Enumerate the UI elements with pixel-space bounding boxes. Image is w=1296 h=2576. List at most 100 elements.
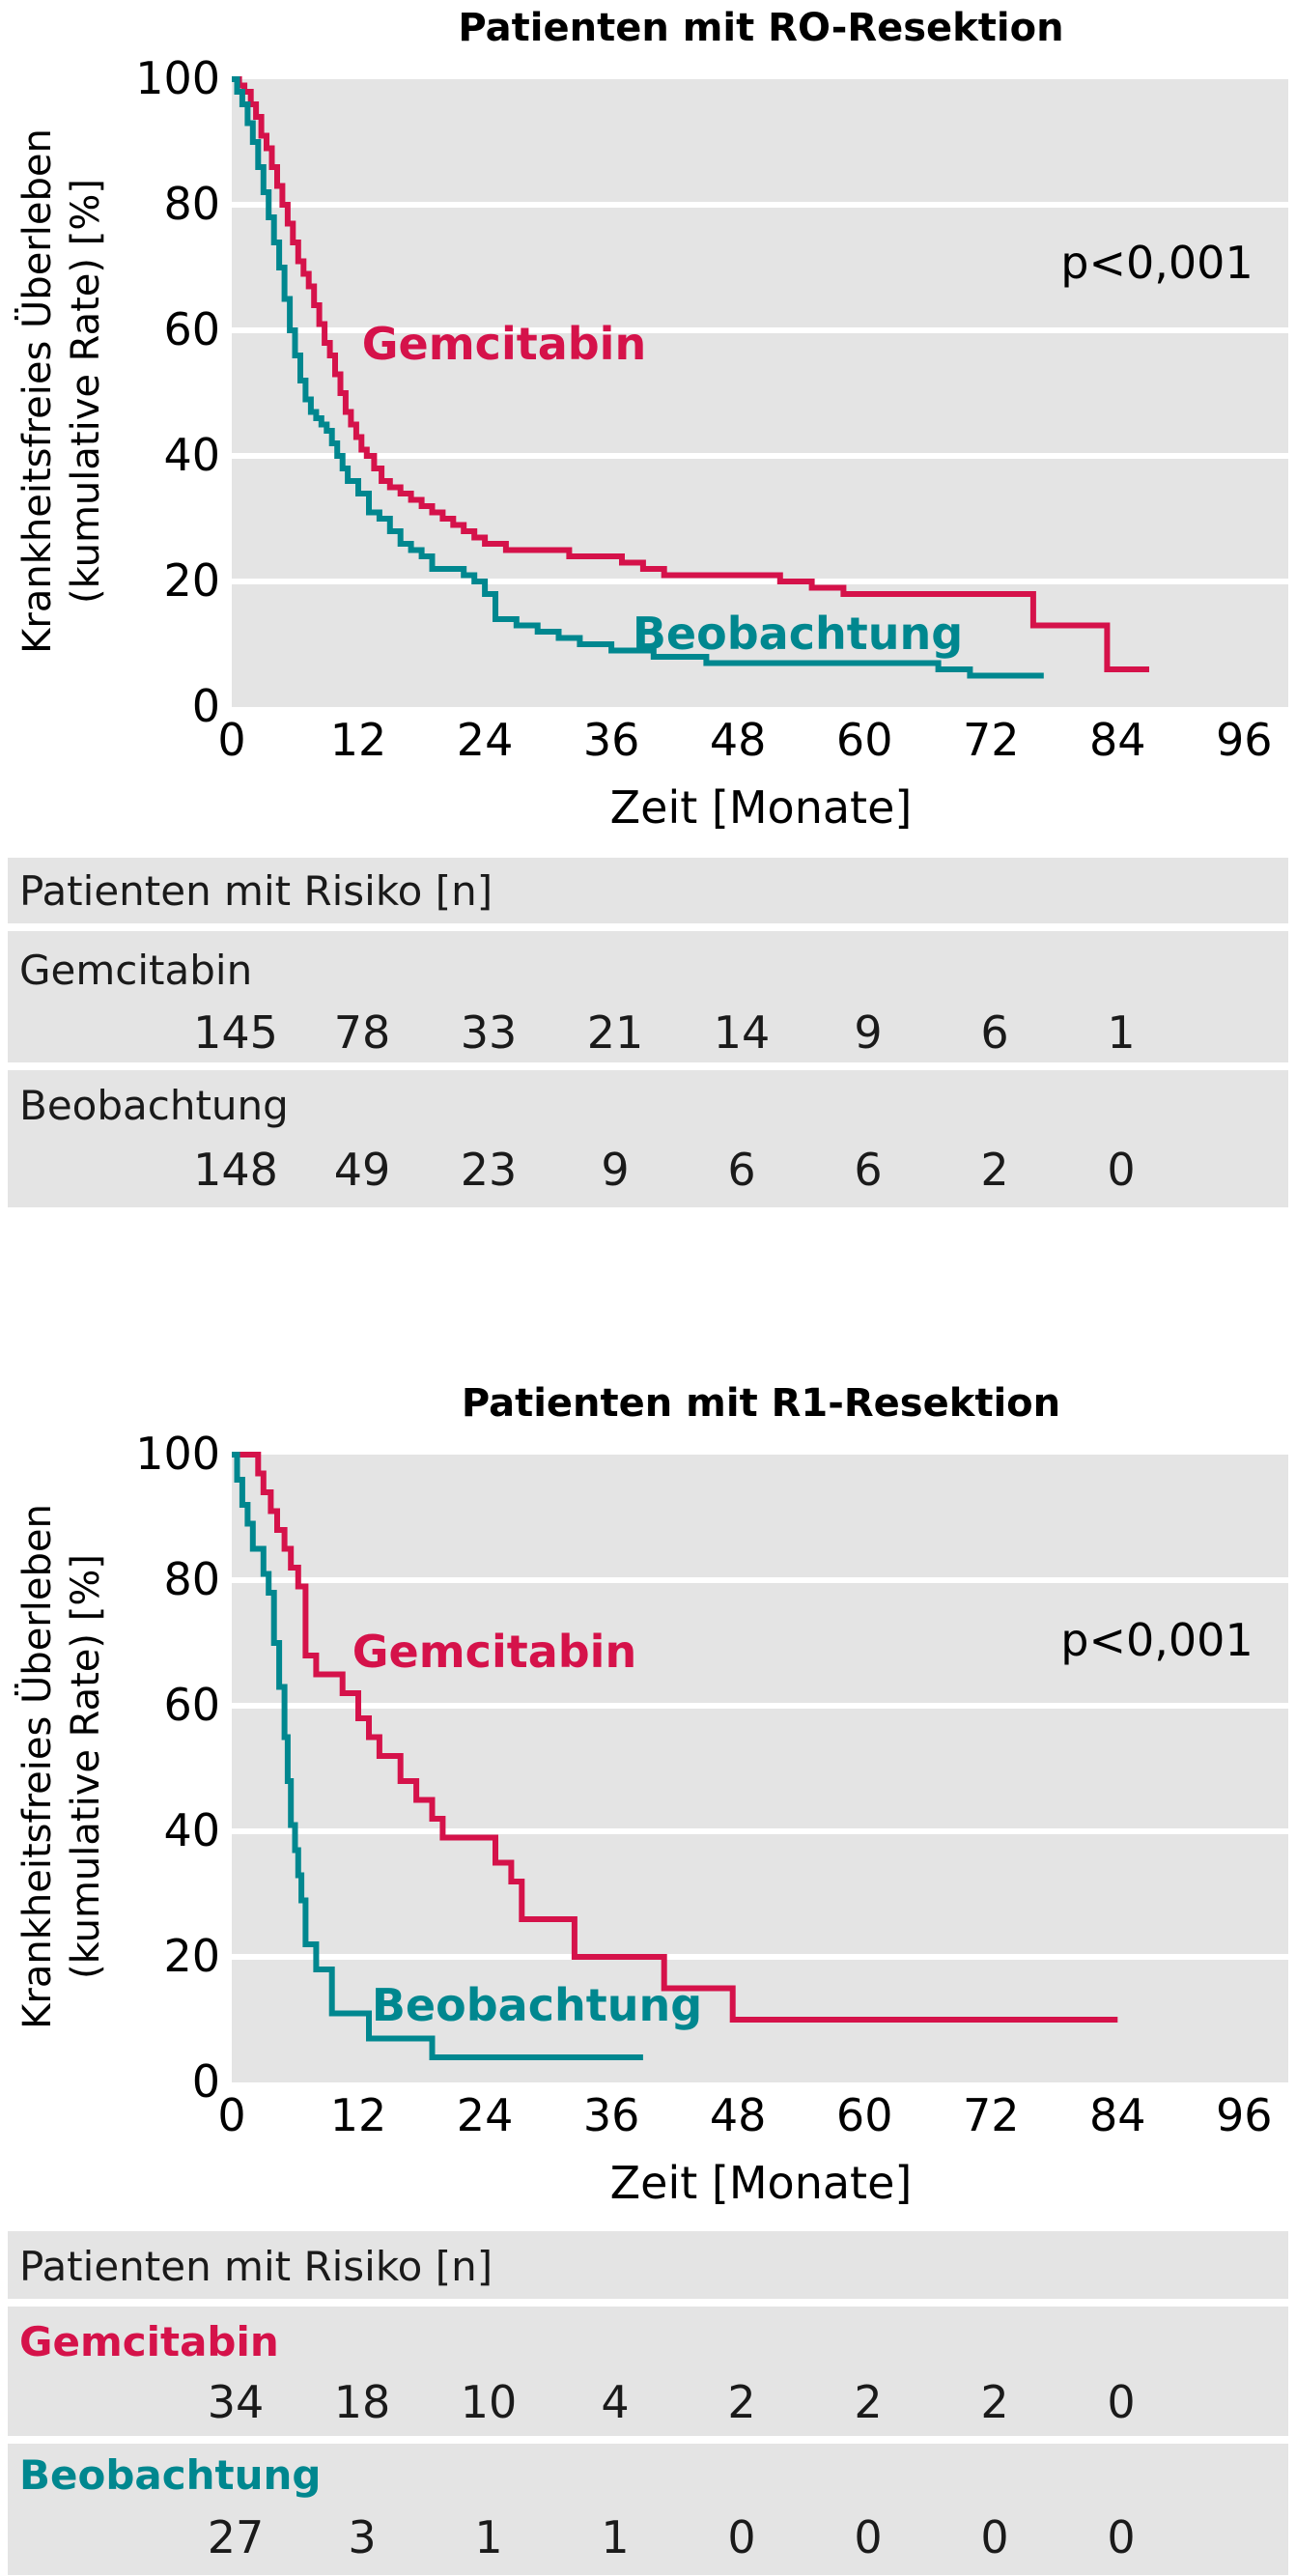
risk-value: 21 <box>586 1006 644 1059</box>
risk-table-r1: Patienten mit Risiko [n] Gemcitabin Beob… <box>8 2231 1288 2575</box>
y-tick-labels: 0 20 40 60 80 100 <box>135 1428 220 2108</box>
risk-table-header: Patienten mit Risiko [n] <box>19 2243 493 2290</box>
x-tick-72: 72 <box>963 714 1020 766</box>
x-tick-60: 60 <box>836 714 893 766</box>
risk-group-gemcitabin-label: Gemcitabin <box>19 2318 279 2365</box>
risk-table-r0: Patienten mit Risiko [n] Gemcitabin Beob… <box>8 858 1288 1207</box>
risk-value: 1 <box>474 2511 503 2563</box>
chart-title: Patienten mit R1-Resektion <box>462 1381 1060 1426</box>
risk-band-beobachtung <box>8 1070 1288 1207</box>
y-axis-label-line1: Krankheitsfreies Überleben <box>14 1504 60 2029</box>
x-tick-48: 48 <box>710 2089 767 2141</box>
risk-value: 148 <box>193 1144 278 1196</box>
beobachtung-curve <box>232 1452 643 2060</box>
plot-background <box>232 79 1288 707</box>
risk-value: 0 <box>727 2511 756 2563</box>
risk-value: 6 <box>854 1144 883 1196</box>
x-tick-96: 96 <box>1216 2089 1273 2141</box>
x-tick-96: 96 <box>1216 714 1273 766</box>
risk-value: 4 <box>601 2376 630 2428</box>
risk-value: 33 <box>460 1006 518 1059</box>
risk-value: 14 <box>713 1006 771 1059</box>
y-tick-0: 0 <box>192 2055 220 2108</box>
risk-value: 6 <box>727 1144 756 1196</box>
risk-value: 9 <box>854 1006 883 1059</box>
risk-table-header: Patienten mit Risiko [n] <box>19 867 493 915</box>
y-tick-20: 20 <box>163 554 220 607</box>
survival-chart-r1: Patienten mit R1-Resektion 020406080100 … <box>14 1381 1288 2209</box>
x-tick-24: 24 <box>457 714 514 766</box>
x-tick-84: 84 <box>1089 714 1146 766</box>
risk-value: 34 <box>207 2376 265 2428</box>
risk-value: 27 <box>207 2511 265 2563</box>
risk-value: 2 <box>980 1144 1009 1196</box>
y-axis-label-line2: (kumulative Rate) [%] <box>64 1554 108 1979</box>
series-line-gemcitabin <box>232 1452 1118 2023</box>
x-tick-24: 24 <box>457 2089 514 2141</box>
grid-lines <box>232 202 1288 584</box>
y-axis-label-line2: (kumulative Rate) [%] <box>64 179 108 604</box>
risk-value: 78 <box>333 1006 391 1059</box>
x-axis-label: Zeit [Monate] <box>610 781 913 834</box>
risk-value: 0 <box>980 2511 1009 2563</box>
risk-group-beobachtung-label: Beobachtung <box>19 2451 322 2499</box>
risk-value: 0 <box>1107 1144 1136 1196</box>
chart-panel-r0-resection: Patienten mit RO-Resektion 0 20 40 60 80 100 … <box>0 0 1296 1207</box>
gemcitabin-curve <box>232 1452 1118 2023</box>
risk-value: 49 <box>333 1144 391 1196</box>
x-tick-0: 0 <box>217 2089 245 2141</box>
x-tick-84: 84 <box>1089 2089 1146 2141</box>
risk-value: 6 <box>980 1006 1009 1059</box>
risk-value: 0 <box>854 2511 883 2563</box>
x-tick-12: 12 <box>330 714 387 766</box>
p-value-annotation: p<0,001 <box>1060 237 1253 289</box>
risk-group-beobachtung-label: Beobachtung <box>19 1082 289 1129</box>
y-tick-40: 40 <box>163 1804 220 1856</box>
risk-value: 2 <box>854 2376 883 2428</box>
x-tick-72: 72 <box>963 2089 1020 2141</box>
x-tick-labels: 0 12 24 36 48 60 72 84 96 <box>217 714 1272 766</box>
survival-chart-r0: Patienten mit RO-Resektion 020406080100 … <box>14 6 1288 834</box>
y-tick-labels: 0 20 40 60 80 100 <box>135 52 220 732</box>
chart-title: Patienten mit RO-Resektion <box>458 6 1063 50</box>
risk-band-gemcitabin <box>8 2307 1288 2436</box>
risk-header-band <box>8 2231 1288 2299</box>
risk-value: 1 <box>601 2511 630 2563</box>
risk-value: 3 <box>348 2511 377 2563</box>
grid-lines <box>232 1577 1288 1960</box>
risk-value: 23 <box>460 1144 518 1196</box>
risk-value: 9 <box>601 1144 630 1196</box>
risk-value: 18 <box>333 2376 391 2428</box>
x-axis-label: Zeit [Monate] <box>610 2157 913 2209</box>
x-tick-labels: 0 12 24 36 48 60 72 84 96 <box>217 2089 1272 2141</box>
x-tick-0: 0 <box>217 714 245 766</box>
gemcitabin-curve <box>232 76 1149 672</box>
y-tick-80: 80 <box>163 1553 220 1605</box>
x-tick-48: 48 <box>710 714 767 766</box>
x-tick-12: 12 <box>330 2089 387 2141</box>
plot-background <box>232 1455 1288 2082</box>
series-line-gemcitabin <box>232 76 1149 672</box>
y-tick-100: 100 <box>135 1428 220 1480</box>
gemcitabin-label: Gemcitabin <box>352 1626 636 1678</box>
y-tick-0: 0 <box>192 680 220 732</box>
y-tick-60: 60 <box>163 1679 220 1731</box>
y-tick-40: 40 <box>163 429 220 481</box>
risk-header-band <box>8 858 1288 923</box>
y-tick-80: 80 <box>163 178 220 230</box>
risk-value: 0 <box>1107 2511 1136 2563</box>
beobachtung-label: Beobachtung <box>372 1979 702 2031</box>
x-tick-60: 60 <box>836 2089 893 2141</box>
risk-value: 145 <box>193 1006 278 1059</box>
chart-panel-r1-resection: Patienten mit R1-Resektion 0 20 40 60 80 100 … <box>0 1375 1296 2575</box>
series-line-beobachtung <box>232 1452 643 2060</box>
beobachtung-label: Beobachtung <box>633 608 963 660</box>
y-tick-100: 100 <box>135 52 220 104</box>
risk-value: 2 <box>980 2376 1009 2428</box>
y-tick-20: 20 <box>163 1930 220 1982</box>
risk-group-gemcitabin-label: Gemcitabin <box>19 947 253 994</box>
x-tick-36: 36 <box>583 714 640 766</box>
risk-value: 2 <box>727 2376 756 2428</box>
risk-value: 10 <box>460 2376 518 2428</box>
series-line-beobachtung <box>232 76 1044 679</box>
